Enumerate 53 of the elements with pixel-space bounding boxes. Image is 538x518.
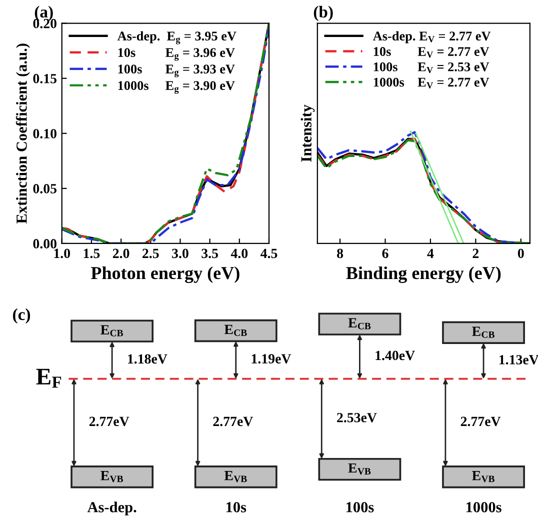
category-label: As-dep. xyxy=(87,502,136,516)
text: E$_{VB}$ xyxy=(348,463,371,475)
x-tick-label: 3.5 xyxy=(202,248,218,258)
y-axis-title: Extinction Coefficient (a.u.) xyxy=(16,44,30,224)
text: E$_{CB}$ xyxy=(348,318,371,330)
x-tick-label: 1.5 xyxy=(84,248,100,258)
y-tick-label: 0.20 xyxy=(33,18,56,28)
text: (c) xyxy=(13,308,30,324)
y-tick-label: 0.05 xyxy=(33,184,56,194)
category-label: 1000s xyxy=(466,502,502,512)
legend-label: As-dep. E$_{V}$ = 2.77 eV xyxy=(372,31,491,44)
legend-label: 1000s E$_{V}$ = 2.77 eV xyxy=(374,78,490,88)
y-axis-title: Intensity xyxy=(300,104,315,162)
legend-label: 10s E$_{g}$ = 3.96 eV xyxy=(118,48,235,61)
legend-label: As-dep. E$_{g}$ = 3.95 eV xyxy=(117,31,236,44)
x-tick-label: 2.5 xyxy=(142,248,159,258)
x-tick-label: 1.0 xyxy=(54,248,70,258)
text: E$_{F}$ xyxy=(36,368,62,388)
legend-label: 10s E$_{V}$ = 2.77 eV xyxy=(374,47,490,58)
x-tick-label: 0 xyxy=(518,248,524,258)
x-tick-label: 8 xyxy=(337,248,344,258)
x-tick-label: 6 xyxy=(382,248,388,258)
legend-label: 100s E$_{V}$ = 2.53 eV xyxy=(374,62,490,74)
x-tick-label: 4.0 xyxy=(230,248,248,258)
data-label: 2.53eV xyxy=(337,412,377,422)
text: (a) xyxy=(34,6,53,21)
text: (b) xyxy=(314,6,333,21)
legend-label: 1000s E$_{g}$ = 3.90 eV xyxy=(118,81,235,94)
legend-label: 100s E$_{g}$ = 3.93 eV xyxy=(118,64,235,78)
category-label: 100s xyxy=(346,502,374,512)
x-tick-label: 4.5 xyxy=(260,248,278,258)
data-label: 2.77eV xyxy=(460,416,501,426)
category-label: 10s xyxy=(226,502,246,512)
text: E$_{VB}$ xyxy=(100,471,123,482)
text: E$_{CB}$ xyxy=(224,324,247,336)
text: E$_{CB}$ xyxy=(100,325,123,336)
x-tick-label: 3.0 xyxy=(172,248,188,258)
y-tick-label: 0.10 xyxy=(33,128,56,138)
data-label: 1.19eV xyxy=(252,354,292,364)
text: E$_{VB}$ xyxy=(472,471,494,482)
x-axis-title: Binding energy (eV) xyxy=(346,266,501,283)
y-tick-label: 0.00 xyxy=(33,239,56,248)
data-label: 1.18eV xyxy=(128,354,168,364)
y-tick-label: 0.15 xyxy=(33,74,56,84)
data-label: 2.77eV xyxy=(89,416,130,426)
x-axis-title: Photon energy (eV) xyxy=(91,266,240,283)
text: E$_{CB}$ xyxy=(472,326,494,338)
data-label: 1.40eV xyxy=(376,350,415,360)
x-tick-label: 2 xyxy=(472,248,479,258)
x-tick-label: 4 xyxy=(427,248,434,258)
x-tick-label: 2.0 xyxy=(112,248,130,258)
data-label: 2.77eV xyxy=(213,416,254,426)
text: E$_{VB}$ xyxy=(224,471,247,482)
